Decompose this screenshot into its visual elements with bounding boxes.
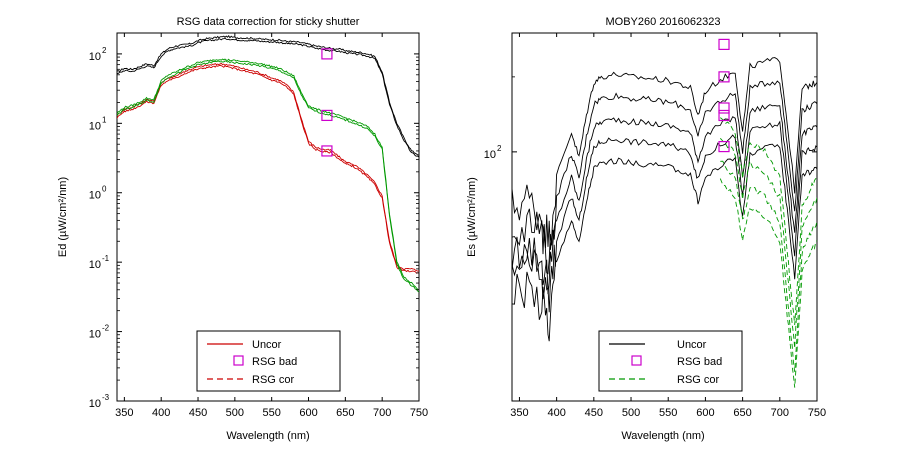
x-tick-label: 750 — [410, 407, 428, 419]
x-tick-label: 450 — [189, 407, 207, 419]
x-tick-label: 650 — [733, 407, 751, 419]
left-x-ticks: 350 400 450 500 550 600 650 700 750 — [115, 33, 428, 419]
x-tick-label: 600 — [696, 407, 714, 419]
left-series-group — [117, 35, 419, 293]
x-tick-label: 550 — [263, 407, 281, 419]
left-legend-uncor-label: Uncor — [252, 339, 282, 351]
series-line-uncor-1 — [117, 37, 419, 158]
left-chart: RSG data correction for sticky shutter 3… — [57, 16, 428, 442]
y-tick-label-base: 10 — [89, 190, 101, 202]
rsg-bad-marker — [321, 48, 333, 60]
left-legend-rsgcor-label: RSG cor — [252, 374, 295, 386]
y-tick-label-base: 10 — [89, 51, 101, 63]
rsg-bad-marker — [718, 38, 730, 50]
series-clip-group — [512, 38, 817, 388]
x-tick-label: 350 — [510, 407, 528, 419]
y-tick-label-exp: -1 — [102, 254, 110, 263]
right-legend-rsgbad-label: RSG bad — [677, 356, 722, 368]
series-line-uncor-4 — [512, 143, 817, 342]
rsg-bad-marker — [321, 109, 333, 122]
left-x-axis-label: Wavelength (nm) — [226, 430, 309, 442]
x-tick-label: 350 — [115, 407, 133, 419]
rsg-bad-marker — [718, 102, 730, 114]
x-tick-label: 700 — [373, 407, 391, 419]
y-tick-label-base: 10 — [89, 329, 101, 341]
series-line-rsg-cor-1 — [719, 138, 817, 349]
x-tick-label: 400 — [547, 407, 565, 419]
y-tick-label-exp: 1 — [102, 115, 107, 124]
rsg-bad-marker — [718, 140, 730, 153]
series-clip-group — [117, 35, 419, 293]
right-y-ticks: 102 — [484, 32, 817, 161]
right-legend-box — [598, 330, 743, 392]
series-line-rsg-cor-0 — [117, 58, 419, 291]
x-tick-label: 550 — [659, 407, 677, 419]
y-tick-label-exp: 0 — [102, 185, 107, 194]
x-tick-label: 650 — [336, 407, 354, 419]
left-legend-rsgbad-label: RSG bad — [252, 356, 297, 368]
right-legend-rsgbad-swatch — [631, 355, 642, 366]
right-legend-rsgcor-label: RSG cor — [677, 374, 720, 386]
right-chart: MOBY260 2016062323 350 400 450 500 550 600 650… — [466, 16, 826, 442]
series-line-rsg-cor-1 — [117, 60, 419, 293]
x-tick-label: 500 — [622, 407, 640, 419]
left-y-axis-label: Ed (µW/cm²/nm) — [57, 177, 69, 257]
y-tick-label-exp: 2 — [497, 144, 502, 153]
series-line-uncor-0 — [117, 35, 419, 156]
series-line-rsg-cor-0 — [720, 117, 817, 325]
rsg-bad-marker — [718, 109, 730, 122]
x-tick-label: 400 — [152, 407, 170, 419]
series-line-uncor-3 — [512, 120, 817, 313]
left-legend: Uncor RSG bad RSG cor — [196, 330, 341, 392]
right-x-axis-label: Wavelength (nm) — [621, 430, 704, 442]
right-y-axis-label: Es (µW/cm²/nm) — [466, 177, 478, 257]
right-legend-uncor-label: Uncor — [677, 339, 707, 351]
right-chart-title: MOBY260 2016062323 — [606, 16, 721, 28]
right-x-ticks: 350 400 450 500 550 600 650 700 750 — [510, 33, 826, 419]
series-line-uncor-1 — [512, 80, 817, 275]
series-line-uncor-0 — [512, 57, 817, 250]
series-line-uncor-red--1 — [117, 64, 419, 274]
series-line-rsg-cor-3 — [719, 178, 817, 388]
x-tick-label: 500 — [226, 407, 244, 419]
rsg-bad-marker — [718, 71, 730, 83]
y-tick-label-base: 10 — [484, 149, 496, 161]
x-tick-label: 600 — [299, 407, 317, 419]
left-chart-title: RSG data correction for sticky shutter — [177, 16, 360, 28]
y-tick-label-exp: 2 — [102, 46, 107, 55]
x-tick-label: 700 — [771, 407, 789, 419]
y-tick-label-base: 10 — [89, 259, 101, 271]
right-legend: Uncor RSG bad RSG cor — [598, 330, 743, 392]
y-tick-label-base: 10 — [89, 120, 101, 132]
y-tick-label-exp: -2 — [102, 324, 110, 333]
y-tick-label-exp: -3 — [102, 393, 110, 402]
x-tick-label: 450 — [585, 407, 603, 419]
rsg-bad-marker — [321, 145, 333, 157]
right-series-group — [512, 38, 817, 388]
y-tick-label-base: 10 — [89, 398, 101, 410]
series-line-uncor-2 — [512, 104, 817, 295]
series-line-rsg-cor-2 — [720, 160, 817, 372]
left-legend-box — [196, 330, 341, 392]
left-legend-rsgbad-swatch — [233, 355, 244, 366]
x-tick-label: 750 — [808, 407, 826, 419]
